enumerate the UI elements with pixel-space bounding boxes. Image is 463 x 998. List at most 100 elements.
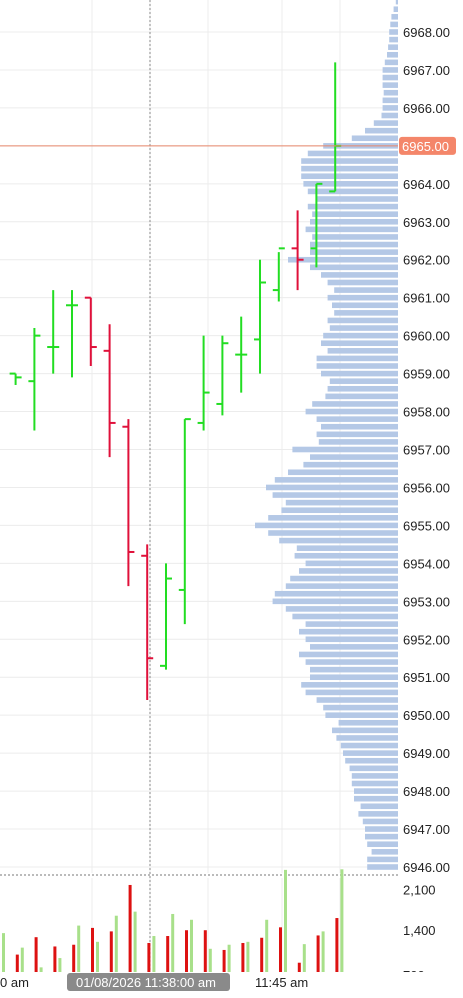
volume-profile-bar <box>307 188 398 195</box>
volume-profile-bar <box>383 89 398 96</box>
ohlc-bar <box>197 335 210 431</box>
volume-profile-bar <box>387 51 398 58</box>
volume-profile-bar <box>301 173 398 180</box>
volume-profile-bar <box>285 499 398 506</box>
volume-bar-up <box>114 915 118 972</box>
volume-profile-bar <box>307 150 398 157</box>
volume-bar-pair <box>260 919 269 972</box>
volume-profile-bar <box>312 401 398 407</box>
volume-profile-bar <box>305 408 398 415</box>
volume-profile-bar <box>318 439 398 445</box>
current-price-badge: 6965.00 <box>399 136 456 155</box>
price-tick-label: 6949.00 <box>403 746 450 761</box>
volume-tick-label: 2,100 <box>403 883 436 898</box>
volume-profile-bar <box>351 780 398 787</box>
volume-profile-bar <box>382 67 398 73</box>
volume-profile-bar <box>323 332 398 339</box>
price-tick-label: 6954.00 <box>403 556 450 571</box>
time-axis: 0 am 11:45 am 01/08/2026 11:38:00 am <box>0 972 463 998</box>
volume-profile-bar <box>268 530 398 536</box>
volume-profile-bar <box>285 606 398 612</box>
volume-bar-up <box>246 941 250 972</box>
volume-bar-pair <box>147 936 156 972</box>
volume-profile-bar <box>310 454 398 460</box>
volume-profile-bar <box>299 651 398 658</box>
volume-bar-up <box>190 919 193 972</box>
volume-profile-bar <box>305 689 398 696</box>
volume-profile-bar <box>354 795 398 802</box>
ohlc-bar <box>216 335 229 416</box>
volume-profile-bar <box>288 469 398 476</box>
volume-profile-bar <box>307 203 398 210</box>
time-tick-label: 11:45 am <box>255 975 308 990</box>
ohlc-bar <box>66 290 78 378</box>
ohlc-bar <box>329 62 342 193</box>
volume-profile-bar <box>340 742 398 749</box>
volume-profile-bar <box>365 826 398 832</box>
volume-profile-bar <box>332 727 398 734</box>
ohlc-bar <box>291 210 304 291</box>
price-tick-label: 6952.00 <box>403 632 450 647</box>
volume-profile-bar <box>334 287 398 293</box>
volume-profile-bar <box>301 682 398 688</box>
price-tick-label: 6964.00 <box>403 177 450 192</box>
ohlc-bar <box>122 419 135 587</box>
volume-profile-bar <box>268 515 398 521</box>
price-tick-label: 6968.00 <box>403 25 450 40</box>
volume-profile-bar <box>336 735 398 741</box>
volume-profile-bar <box>358 811 398 817</box>
price-tick-label: 6963.00 <box>403 215 450 230</box>
volume-profile-bar <box>389 29 398 35</box>
ohlc-bar <box>28 328 41 431</box>
volume-profile-bar <box>288 256 398 263</box>
volume-bar-pair <box>34 937 43 972</box>
volume-bar-up <box>152 936 156 972</box>
volume-bar-up <box>20 947 24 972</box>
volume-bar-up <box>265 919 269 972</box>
price-tick-label: 6961.00 <box>403 291 450 306</box>
volume-profile-bar <box>274 477 398 483</box>
volume-bar-up <box>171 913 175 972</box>
volume-bar-down <box>15 954 19 972</box>
volume-profile-bar <box>301 165 398 172</box>
price-tick-label: 6956.00 <box>403 480 450 495</box>
volume-bar-pair <box>279 869 287 972</box>
volume-bar-pair <box>128 884 137 972</box>
volume-profile-bar <box>316 363 398 369</box>
volume-profile-bar <box>310 218 398 225</box>
ohlc-bar <box>84 296 97 366</box>
volume-profile-bar <box>360 803 398 810</box>
price-tick-label: 6947.00 <box>403 822 450 837</box>
price-tick-label: 6962.00 <box>403 253 450 268</box>
volume-bar-down <box>260 937 264 972</box>
volume-tick-label: 1,400 <box>403 923 436 938</box>
current-price-marker: 6965.00 <box>0 136 456 155</box>
time-tick-label: 0 am <box>0 975 29 990</box>
volume-bar-up <box>2 933 5 972</box>
volume-profile-bar <box>272 492 398 498</box>
volume-bar-up <box>39 967 43 972</box>
volume-profile-bar <box>345 757 398 764</box>
price-tick-label: 6960.00 <box>403 329 450 344</box>
volume-profile-bar <box>305 226 398 233</box>
price-tick-label: 6958.00 <box>403 405 450 420</box>
volume-profile-bar <box>312 211 398 217</box>
volume-profile-bar <box>351 773 398 779</box>
volume-bar-down <box>335 918 339 972</box>
volume-profile-bar <box>334 310 398 316</box>
volume-bar-pair <box>2 933 5 972</box>
price-tick-label: 6959.00 <box>403 367 450 382</box>
volume-profile-bar <box>327 385 398 392</box>
volume-bar-up <box>96 941 99 972</box>
volume-bar-down <box>279 927 282 972</box>
ohlc-bar <box>254 259 266 374</box>
volume-profile-bar <box>266 484 398 491</box>
volume-profile-bar <box>316 196 398 202</box>
volume-bar-down <box>241 942 245 972</box>
volume-profile-bar <box>332 302 398 309</box>
volume-bar-down <box>316 935 320 972</box>
volume-bar-pair <box>109 915 118 972</box>
volume-profile-bar <box>310 249 398 255</box>
price-tick-label: 6948.00 <box>403 784 450 799</box>
